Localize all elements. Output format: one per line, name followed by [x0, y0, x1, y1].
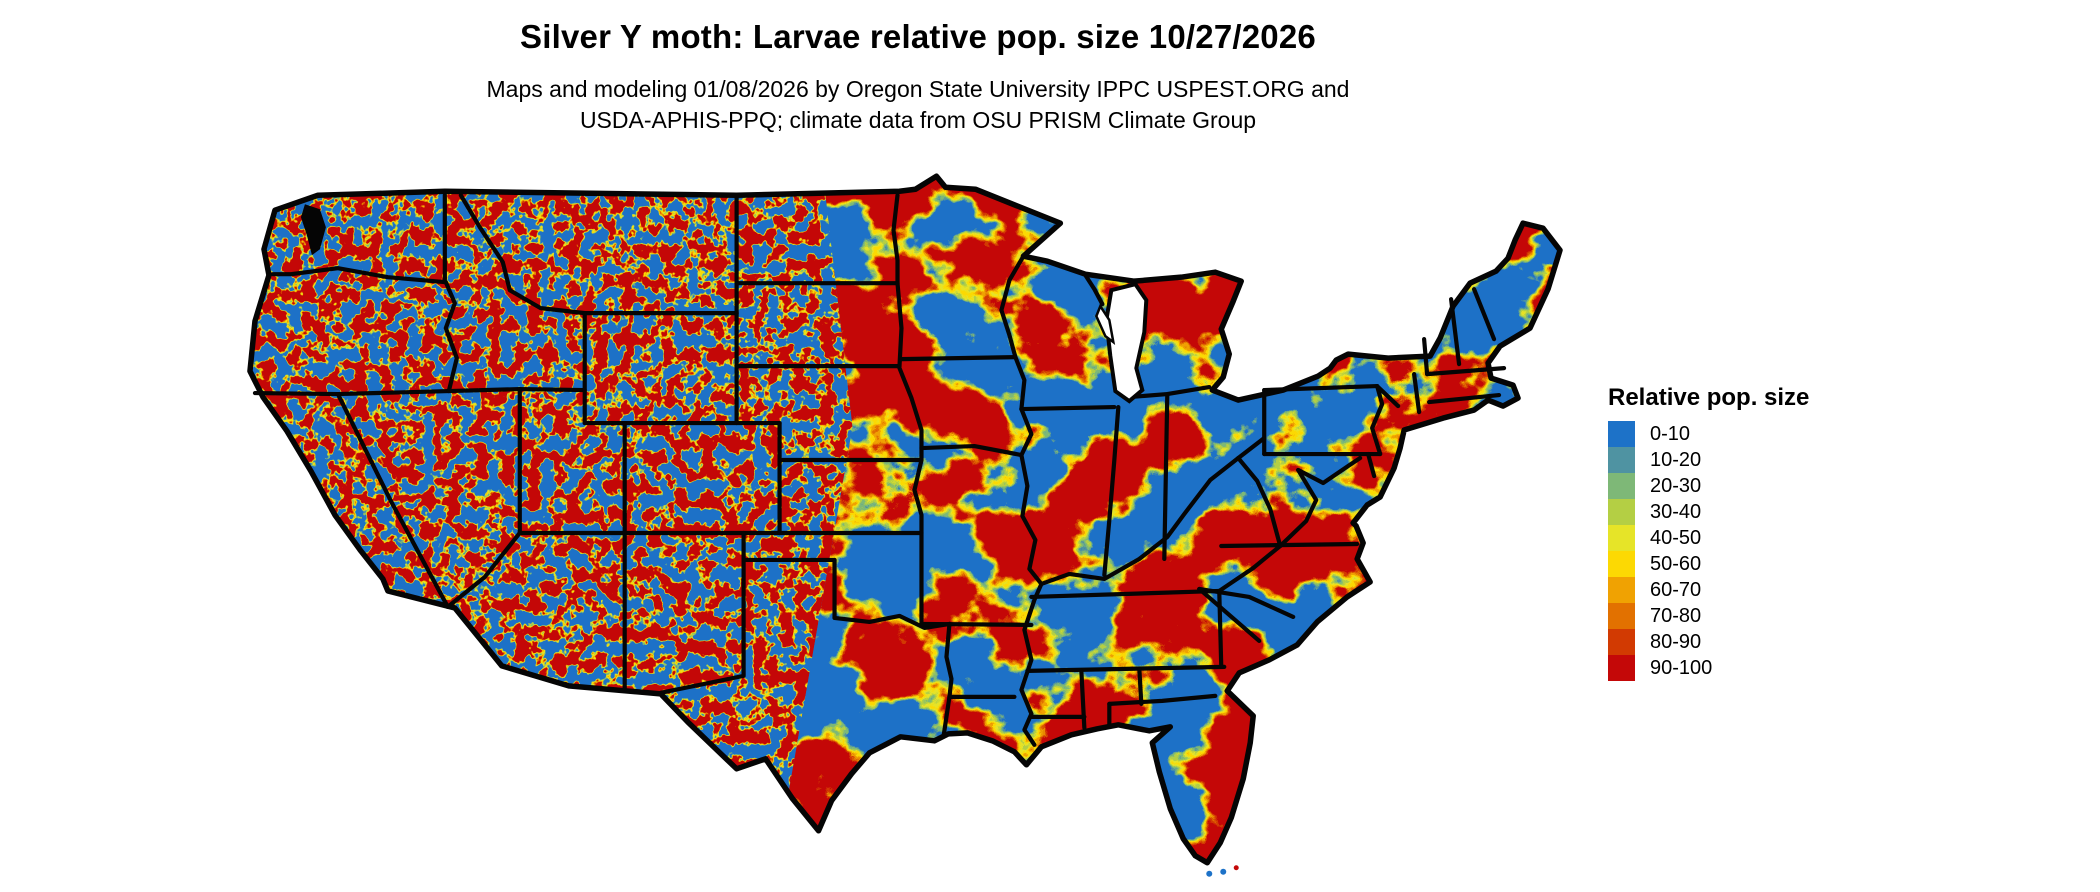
great-lakes — [300, 204, 1149, 404]
population-raster — [249, 176, 1561, 863]
legend-items: 0-10 10-20 20-30 30-40 40-50 50-60 — [1608, 421, 1902, 681]
legend-item: 70-80 — [1608, 603, 1902, 629]
map-legend: Relative pop. size 0-10 10-20 20-30 30-4… — [1602, 384, 1902, 681]
legend-item: 90-100 — [1608, 655, 1902, 681]
legend-item: 50-60 — [1608, 551, 1902, 577]
map-subtitle-line2: USDA-APHIS-PPQ; climate data from OSU PR… — [579, 107, 1257, 133]
legend-swatch — [1608, 473, 1635, 499]
puget-sound — [300, 204, 326, 256]
legend-label: 40-50 — [1650, 527, 1702, 549]
legend-item: 80-90 — [1608, 629, 1902, 655]
legend-swatch — [1608, 603, 1635, 629]
legend-label: 70-80 — [1650, 605, 1702, 627]
legend-swatch — [1608, 655, 1635, 681]
legend-swatch — [1608, 577, 1635, 603]
legend-swatch — [1608, 499, 1635, 525]
legend-title: Relative pop. size — [1608, 384, 1810, 411]
map-subtitle-line1: Maps and modeling 01/08/2026 by Oregon S… — [486, 76, 1350, 102]
legend-item: 0-10 — [1608, 421, 1902, 447]
legend-swatch — [1608, 551, 1635, 577]
florida-keys — [1206, 865, 1239, 877]
legend-label: 10-20 — [1650, 449, 1702, 471]
legend-item: 20-30 — [1608, 473, 1902, 499]
us-map-svg — [208, 127, 1567, 877]
map-header: Silver Y moth: Larvae relative pop. size… — [0, 18, 1836, 136]
legend-label: 0-10 — [1650, 423, 1691, 445]
legend-item: 60-70 — [1608, 577, 1902, 603]
legend-swatch — [1608, 421, 1635, 447]
state-borders — [252, 193, 1507, 747]
legend-item: 30-40 — [1608, 499, 1902, 525]
us-map — [208, 127, 1567, 884]
map-subtitle: Maps and modeling 01/08/2026 by Oregon S… — [0, 74, 1836, 136]
legend-label: 50-60 — [1650, 553, 1702, 575]
legend-label: 20-30 — [1650, 475, 1702, 497]
legend-swatch — [1608, 447, 1635, 473]
green-bay — [1094, 303, 1116, 346]
legend-item: 40-50 — [1608, 525, 1902, 551]
legend-label: 60-70 — [1650, 579, 1702, 601]
legend-item: 10-20 — [1608, 447, 1902, 473]
map-title: Silver Y moth: Larvae relative pop. size… — [520, 18, 1316, 55]
legend-swatch — [1608, 629, 1635, 655]
legend-label: 30-40 — [1650, 501, 1702, 523]
lake-michigan — [1104, 281, 1149, 404]
legend-label: 90-100 — [1650, 657, 1713, 679]
legend-label: 80-90 — [1650, 631, 1702, 653]
legend-swatch — [1608, 525, 1635, 551]
